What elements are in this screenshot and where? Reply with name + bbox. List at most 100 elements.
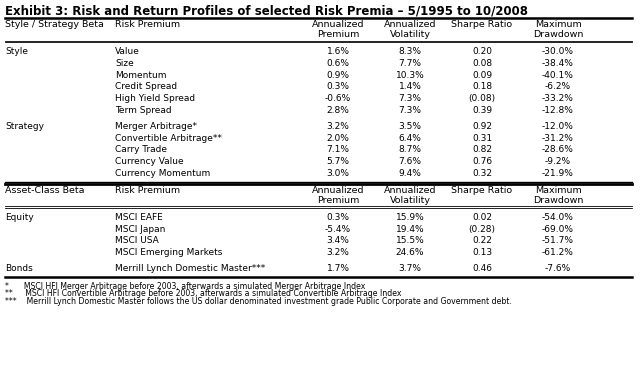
Text: High Yield Spread: High Yield Spread — [115, 94, 195, 103]
Text: 7.3%: 7.3% — [399, 106, 422, 115]
Text: Momentum: Momentum — [115, 71, 167, 80]
Text: Value: Value — [115, 47, 140, 56]
Text: Risk Premium: Risk Premium — [115, 186, 180, 195]
Text: -40.1%: -40.1% — [542, 71, 574, 80]
Text: 24.6%: 24.6% — [395, 248, 424, 257]
Text: 15.9%: 15.9% — [395, 213, 424, 222]
Text: 0.82: 0.82 — [472, 145, 492, 154]
Text: Currency Value: Currency Value — [115, 157, 184, 166]
Text: ***    Merrill Lynch Domestic Master follows the US dollar denominated investmen: *** Merrill Lynch Domestic Master follow… — [5, 297, 512, 306]
Text: Maximum
Drawdown: Maximum Drawdown — [533, 20, 583, 40]
Text: **     MSCI HFI Convertible Arbitrage before 2003, afterwards a simulated Conver: ** MSCI HFI Convertible Arbitrage before… — [5, 289, 401, 298]
Text: Risk Premium: Risk Premium — [115, 20, 180, 29]
Text: 8.3%: 8.3% — [399, 47, 422, 56]
Text: Annualized
Volatility: Annualized Volatility — [384, 20, 436, 40]
Text: 0.3%: 0.3% — [327, 213, 350, 222]
Text: 0.08: 0.08 — [472, 59, 492, 68]
Text: 0.9%: 0.9% — [327, 71, 350, 80]
Text: -54.0%: -54.0% — [542, 213, 574, 222]
Text: -61.2%: -61.2% — [542, 248, 574, 257]
Text: Carry Trade: Carry Trade — [115, 145, 167, 154]
Text: -6.2%: -6.2% — [545, 82, 571, 91]
Text: 3.0%: 3.0% — [327, 169, 350, 178]
Text: -38.4%: -38.4% — [542, 59, 574, 68]
Text: Equity: Equity — [5, 213, 33, 222]
Text: 0.32: 0.32 — [472, 169, 492, 178]
Text: 7.1%: 7.1% — [327, 145, 350, 154]
Text: (0.28): (0.28) — [469, 225, 496, 234]
Text: 0.76: 0.76 — [472, 157, 492, 166]
Text: -12.0%: -12.0% — [542, 122, 574, 131]
Text: -31.2%: -31.2% — [542, 134, 574, 143]
Text: 2.8%: 2.8% — [327, 106, 349, 115]
Text: -69.0%: -69.0% — [542, 225, 574, 234]
Text: 0.13: 0.13 — [472, 248, 492, 257]
Text: Bonds: Bonds — [5, 264, 33, 273]
Text: Merrill Lynch Domestic Master***: Merrill Lynch Domestic Master*** — [115, 264, 266, 273]
Text: MSCI EAFE: MSCI EAFE — [115, 213, 163, 222]
Text: 1.6%: 1.6% — [327, 47, 350, 56]
Text: MSCI USA: MSCI USA — [115, 236, 159, 245]
Text: 7.3%: 7.3% — [399, 94, 422, 103]
Text: 9.4%: 9.4% — [399, 169, 421, 178]
Text: 3.4%: 3.4% — [327, 236, 349, 245]
Text: Style / Strategy Beta: Style / Strategy Beta — [5, 20, 104, 29]
Text: 3.2%: 3.2% — [327, 122, 349, 131]
Text: 0.39: 0.39 — [472, 106, 492, 115]
Text: -30.0%: -30.0% — [542, 47, 574, 56]
Text: 3.7%: 3.7% — [399, 264, 422, 273]
Text: 7.7%: 7.7% — [399, 59, 422, 68]
Text: -5.4%: -5.4% — [325, 225, 351, 234]
Text: Convertible Arbitrage**: Convertible Arbitrage** — [115, 134, 222, 143]
Text: 10.3%: 10.3% — [395, 71, 424, 80]
Text: 19.4%: 19.4% — [395, 225, 424, 234]
Text: Strategy: Strategy — [5, 122, 44, 131]
Text: 3.5%: 3.5% — [399, 122, 422, 131]
Text: -7.6%: -7.6% — [545, 264, 571, 273]
Text: 0.6%: 0.6% — [327, 59, 350, 68]
Text: 6.4%: 6.4% — [399, 134, 421, 143]
Text: 1.7%: 1.7% — [327, 264, 350, 273]
Text: 3.2%: 3.2% — [327, 248, 349, 257]
Text: 0.3%: 0.3% — [327, 82, 350, 91]
Text: Exhibit 3: Risk and Return Profiles of selected Risk Premia – 5/1995 to 10/2008: Exhibit 3: Risk and Return Profiles of s… — [5, 4, 528, 17]
Text: MSCI Japan: MSCI Japan — [115, 225, 165, 234]
Text: Currency Momentum: Currency Momentum — [115, 169, 210, 178]
Text: Annualized
Premium: Annualized Premium — [312, 186, 364, 205]
Text: -21.9%: -21.9% — [542, 169, 574, 178]
Text: 0.22: 0.22 — [472, 236, 492, 245]
Text: 0.92: 0.92 — [472, 122, 492, 131]
Text: Credit Spread: Credit Spread — [115, 82, 177, 91]
Text: 0.31: 0.31 — [472, 134, 492, 143]
Text: 1.4%: 1.4% — [399, 82, 421, 91]
Text: 0.02: 0.02 — [472, 213, 492, 222]
Text: -9.2%: -9.2% — [545, 157, 571, 166]
Text: Sharpe Ratio: Sharpe Ratio — [451, 186, 512, 195]
Text: -12.8%: -12.8% — [542, 106, 574, 115]
Text: MSCI Emerging Markets: MSCI Emerging Markets — [115, 248, 222, 257]
Text: -51.7%: -51.7% — [542, 236, 574, 245]
Text: 5.7%: 5.7% — [327, 157, 350, 166]
Text: 7.6%: 7.6% — [399, 157, 422, 166]
Text: -33.2%: -33.2% — [542, 94, 574, 103]
Text: Style: Style — [5, 47, 28, 56]
Text: Asset-Class Beta: Asset-Class Beta — [5, 186, 84, 195]
Text: Maximum
Drawdown: Maximum Drawdown — [533, 186, 583, 205]
Text: (0.08): (0.08) — [469, 94, 496, 103]
Text: Term Spread: Term Spread — [115, 106, 172, 115]
Text: *      MSCI HFI Merger Arbitrage before 2003, afterwards a simulated Merger Arbi: * MSCI HFI Merger Arbitrage before 2003,… — [5, 282, 365, 291]
Text: -0.6%: -0.6% — [325, 94, 351, 103]
Text: Annualized
Volatility: Annualized Volatility — [384, 186, 436, 205]
Text: 0.09: 0.09 — [472, 71, 492, 80]
Text: Size: Size — [115, 59, 134, 68]
Text: 2.0%: 2.0% — [327, 134, 349, 143]
Text: 0.46: 0.46 — [472, 264, 492, 273]
Text: 8.7%: 8.7% — [399, 145, 422, 154]
Text: -28.6%: -28.6% — [542, 145, 574, 154]
Text: Merger Arbitrage*: Merger Arbitrage* — [115, 122, 197, 131]
Text: 0.18: 0.18 — [472, 82, 492, 91]
Text: 15.5%: 15.5% — [395, 236, 424, 245]
Text: 0.20: 0.20 — [472, 47, 492, 56]
Text: Sharpe Ratio: Sharpe Ratio — [451, 20, 512, 29]
Text: Annualized
Premium: Annualized Premium — [312, 20, 364, 40]
